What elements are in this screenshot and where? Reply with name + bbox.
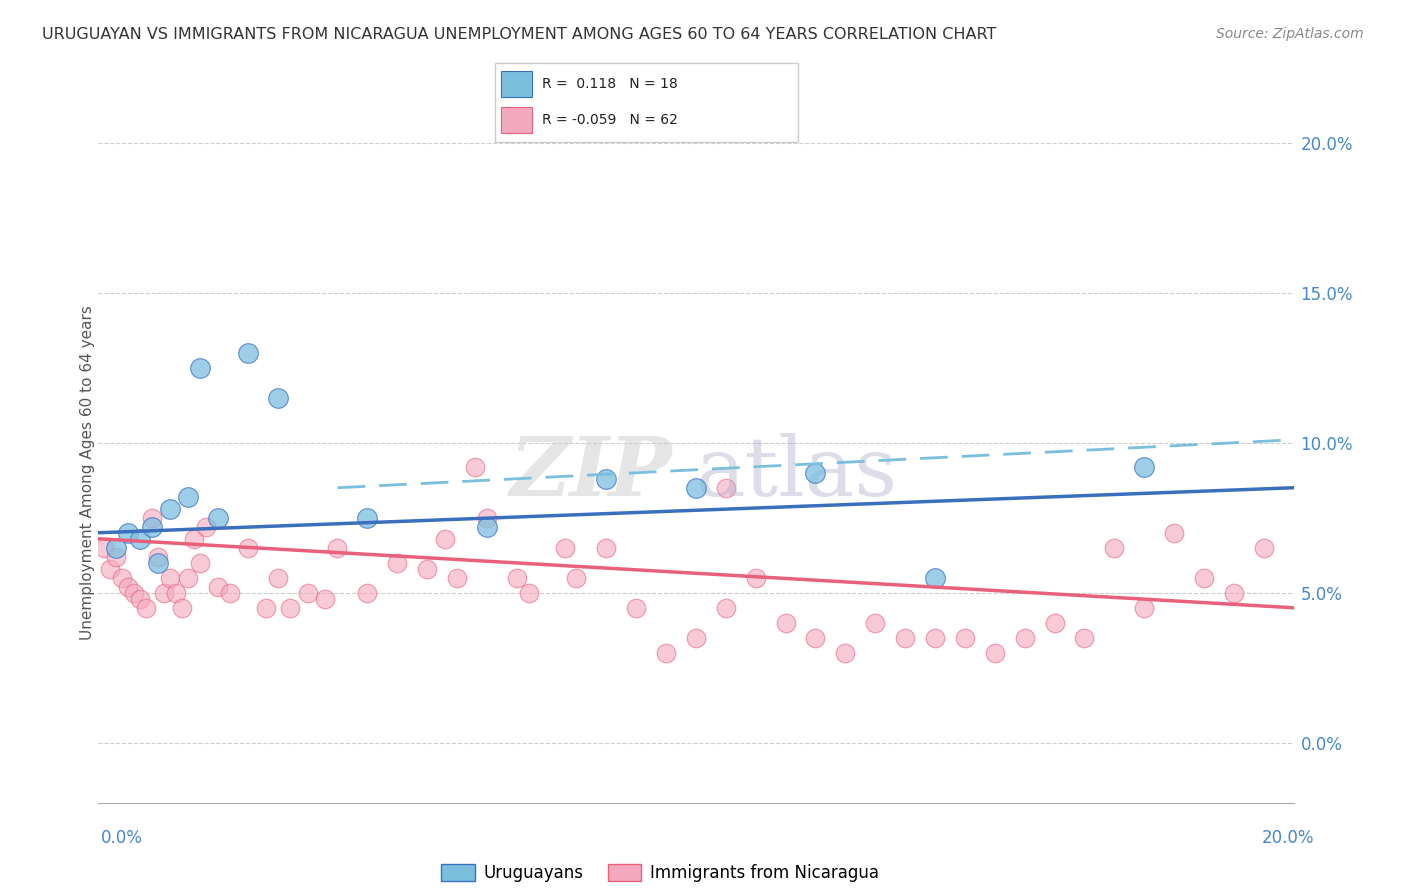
Point <box>188 360 211 375</box>
Point <box>863 615 886 630</box>
Point <box>124 586 146 600</box>
Text: URUGUAYAN VS IMMIGRANTS FROM NICARAGUA UNEMPLOYMENT AMONG AGES 60 TO 64 YEARS CO: URUGUAYAN VS IMMIGRANTS FROM NICARAGUA U… <box>42 27 997 42</box>
Bar <box>502 107 533 133</box>
Point <box>894 631 917 645</box>
Point <box>446 571 468 585</box>
Point <box>165 586 187 600</box>
Point <box>1043 615 1066 630</box>
Point <box>953 631 976 645</box>
Point <box>475 510 498 524</box>
Point <box>714 600 737 615</box>
Point <box>385 556 409 570</box>
Point <box>1133 459 1156 474</box>
Point <box>129 532 152 546</box>
Point <box>464 459 486 474</box>
Point <box>93 541 115 555</box>
Point <box>475 520 498 534</box>
Point <box>714 481 737 495</box>
Y-axis label: Unemployment Among Ages 60 to 64 years: Unemployment Among Ages 60 to 64 years <box>80 305 94 640</box>
Point <box>685 481 707 495</box>
Point <box>356 510 378 524</box>
Text: atlas: atlas <box>696 433 898 513</box>
Point <box>177 571 200 585</box>
Point <box>135 600 157 615</box>
Bar <box>502 71 533 97</box>
Point <box>254 600 277 615</box>
Point <box>1014 631 1036 645</box>
Point <box>207 580 229 594</box>
Point <box>141 520 163 534</box>
Point <box>159 501 181 516</box>
Text: ZIP: ZIP <box>509 433 672 513</box>
Point <box>177 490 200 504</box>
Point <box>105 549 128 564</box>
Point <box>148 549 170 564</box>
Point <box>314 591 337 606</box>
Point <box>804 466 827 480</box>
Text: R =  0.118   N = 18: R = 0.118 N = 18 <box>541 77 678 91</box>
Point <box>267 571 290 585</box>
Point <box>924 571 946 585</box>
Point <box>983 646 1005 660</box>
Point <box>153 586 176 600</box>
Point <box>595 472 617 486</box>
Point <box>554 541 576 555</box>
Point <box>595 541 617 555</box>
Point <box>624 600 647 615</box>
Point <box>517 586 540 600</box>
Point <box>1133 600 1156 615</box>
Point <box>236 345 259 359</box>
Point <box>105 541 128 555</box>
Point <box>141 510 163 524</box>
Text: Source: ZipAtlas.com: Source: ZipAtlas.com <box>1216 27 1364 41</box>
Point <box>159 571 181 585</box>
Point <box>188 556 211 570</box>
Point <box>924 631 946 645</box>
Point <box>183 532 205 546</box>
Text: 20.0%: 20.0% <box>1263 829 1315 847</box>
Point <box>172 600 194 615</box>
Point <box>834 646 856 660</box>
Point <box>117 525 139 540</box>
Point <box>111 571 134 585</box>
Point <box>267 391 290 405</box>
Point <box>565 571 588 585</box>
Point <box>219 586 242 600</box>
Point <box>1163 525 1185 540</box>
Point <box>433 532 456 546</box>
Point <box>278 600 301 615</box>
Point <box>117 580 139 594</box>
Point <box>1192 571 1215 585</box>
Point <box>416 562 439 576</box>
Point <box>1222 586 1246 600</box>
Point <box>207 510 229 524</box>
Point <box>297 586 319 600</box>
Point <box>1073 631 1095 645</box>
Point <box>1102 541 1125 555</box>
Point <box>326 541 349 555</box>
Point <box>356 586 378 600</box>
Point <box>236 541 259 555</box>
Point <box>745 571 768 585</box>
Text: 0.0%: 0.0% <box>101 829 143 847</box>
FancyBboxPatch shape <box>495 63 799 142</box>
Point <box>685 631 707 645</box>
Point <box>98 562 122 576</box>
Point <box>804 631 827 645</box>
Point <box>775 615 797 630</box>
Text: R = -0.059   N = 62: R = -0.059 N = 62 <box>541 113 678 128</box>
Point <box>1253 541 1275 555</box>
Point <box>194 520 218 534</box>
Point <box>655 646 678 660</box>
Point <box>129 591 152 606</box>
Point <box>148 556 170 570</box>
Point <box>506 571 529 585</box>
Legend: Uruguayans, Immigrants from Nicaragua: Uruguayans, Immigrants from Nicaragua <box>434 857 886 888</box>
